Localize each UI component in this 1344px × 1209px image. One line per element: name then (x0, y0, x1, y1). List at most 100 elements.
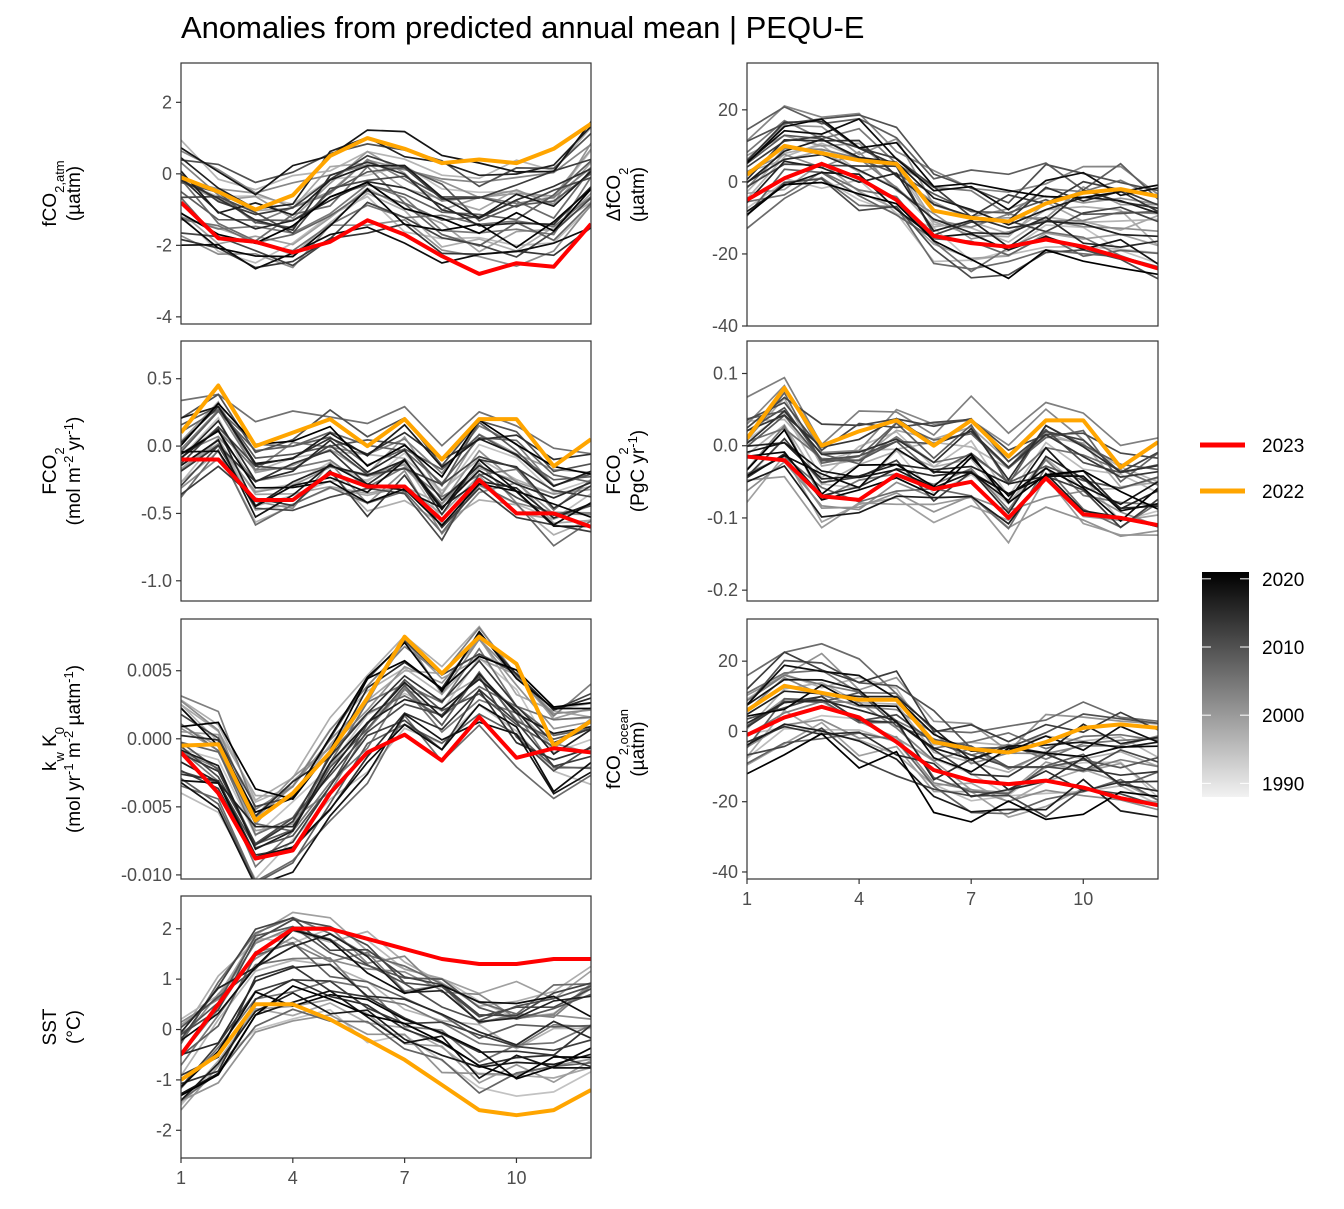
y-axis-label: fCO2,ocean(µatm) (604, 709, 649, 789)
y-axis-label-line2: (°C) (64, 1010, 85, 1044)
year-line (181, 916, 591, 1040)
year-line (747, 181, 1158, 280)
year-line (181, 636, 591, 798)
year-line (181, 405, 591, 488)
y-axis-label-line2: (µatm) (628, 721, 649, 776)
year-line (747, 144, 1158, 247)
label-sub: 2,ocean (616, 709, 631, 755)
y-tick-label: -1 (156, 1070, 172, 1090)
label-part: -1 (61, 671, 76, 683)
highlight-lines (181, 383, 591, 529)
year-line (747, 678, 1158, 761)
label-part: ) (64, 665, 85, 671)
label-main: fCO (40, 193, 61, 227)
year-line (747, 447, 1158, 512)
series-2022-line (747, 143, 1158, 224)
panel-border (180, 340, 592, 602)
label-main: ΔfCO (604, 175, 625, 221)
year-line (747, 695, 1158, 778)
y-tick-label: -20 (712, 792, 738, 812)
year-line (181, 916, 591, 1045)
colorbar-label: 2010 (1262, 638, 1304, 659)
y-tick-label: -0.2 (707, 580, 738, 600)
year-line (181, 405, 591, 488)
panel-border (180, 895, 592, 1159)
year-line (747, 414, 1158, 478)
label-part: ) (628, 430, 649, 436)
year-line (181, 429, 591, 527)
y-axis-label-line1: FCO2 (40, 447, 67, 494)
label-part: -1 (61, 423, 76, 435)
legend: 2023 2022 2020 2010 2000 1990 (1200, 436, 1304, 797)
y-axis-label-line2: (mol m-2 yr-1) (61, 417, 86, 526)
label-part: yr (64, 434, 85, 456)
y-tick-label: -0.5 (141, 503, 172, 523)
x-tick-label: 1 (176, 1168, 186, 1188)
year-line (747, 177, 1158, 280)
year-line (747, 700, 1158, 772)
y-tick-label: -4 (156, 307, 172, 327)
y-tick-label: 0 (728, 721, 738, 741)
y-tick-label: 0 (728, 172, 738, 192)
year-line (747, 396, 1158, 474)
x-tick-label: 4 (854, 889, 864, 909)
year-line (181, 448, 591, 547)
y-tick-label: 0.1 (713, 364, 738, 384)
y-axis-label: kw K0(mol yr-1 m-2 µatm-1) (40, 665, 85, 833)
year-line (181, 442, 591, 506)
y-tick-label: 0.000 (127, 729, 172, 749)
label-units: (µatm) (628, 721, 649, 776)
y-axis-label-line1: FCO2 (604, 447, 631, 494)
series-2022-line (181, 122, 591, 212)
label-part: -2 (61, 731, 76, 743)
year-line (181, 195, 591, 264)
y-axis-label-line1: SST (40, 1008, 61, 1045)
y-axis-label: fCO2,atm(µatm) (40, 160, 85, 226)
year-line (747, 642, 1158, 734)
label-part: m (64, 742, 85, 763)
y-tick-label: -0.005 (121, 797, 172, 817)
colorbar-label: 2020 (1262, 570, 1304, 591)
label-part: K (40, 734, 61, 752)
y-tick-label: -20 (712, 244, 738, 264)
label-part: ) (64, 417, 85, 423)
y-axis-label: FCO2(PgC yr-1) (604, 430, 649, 512)
year-line (181, 175, 591, 235)
panel-fco2-flux-total: 0.1 0.0 -0.1 -0.2 FCO2(PgC yr-1) (604, 340, 1159, 602)
panel-border (746, 618, 1159, 880)
series-2023-line (181, 715, 591, 861)
year-line (747, 699, 1158, 792)
year-line (747, 409, 1158, 482)
year-line (181, 142, 591, 209)
year-line (747, 105, 1158, 195)
label-part: -2 (61, 456, 76, 468)
year-line (747, 659, 1158, 750)
panel-fco2atm: 2 0 -2 -4 fCO2,atm(µatm) (40, 62, 592, 327)
highlight-lines (747, 385, 1158, 528)
label-sub: 2 (616, 168, 631, 175)
series-2022-line (747, 385, 1158, 470)
label-part: 2 (52, 447, 67, 454)
year-line (181, 630, 591, 814)
y-tick-label: 2 (162, 919, 172, 939)
y-tick-label: 0.0 (713, 436, 738, 456)
panel-dfco2: 20 0 -20 -40 ΔfCO2(µatm) (604, 62, 1159, 336)
background-year-lines (181, 393, 591, 547)
year-line (181, 941, 591, 1057)
legend-label-2023: 2023 (1262, 436, 1304, 457)
series-2023-line (747, 704, 1158, 808)
background-year-lines (747, 642, 1158, 823)
year-line (181, 187, 591, 258)
y-axis-label-line1: ΔfCO2 (604, 168, 631, 222)
label-part: FCO (604, 455, 625, 495)
year-line (747, 723, 1158, 818)
y-tick-label: 20 (718, 100, 738, 120)
y-tick-label: 0.0 (147, 436, 172, 456)
label-part: 2 (616, 447, 631, 454)
year-line (747, 176, 1158, 270)
year-line (181, 450, 591, 526)
legend-label-2022: 2022 (1262, 482, 1304, 503)
year-line (181, 647, 591, 836)
